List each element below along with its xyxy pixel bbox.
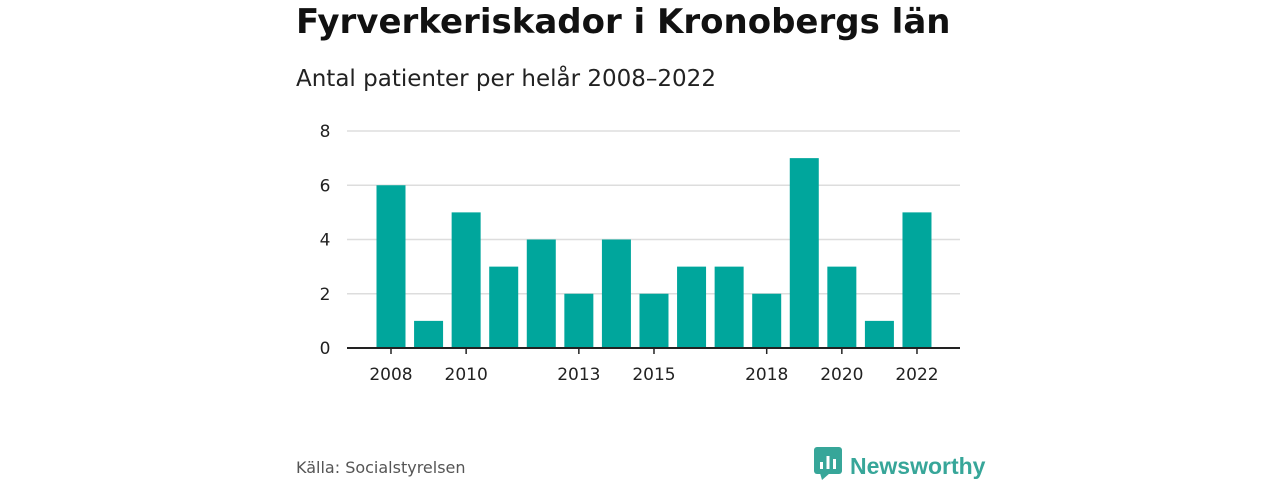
bar-2020 xyxy=(827,266,857,348)
source-note: Källa: Socialstyrelsen xyxy=(296,458,466,477)
chart-title: Fyrverkeriskador i Kronobergs län xyxy=(296,2,951,42)
y-tick-label: 6 xyxy=(320,176,331,196)
gridlines xyxy=(347,130,960,295)
bar-chart-speech-bubble-icon xyxy=(814,447,842,485)
x-tick-label: 2008 xyxy=(369,365,412,385)
bars xyxy=(376,158,932,348)
bar-2013 xyxy=(564,293,594,348)
bar-2015 xyxy=(639,293,669,348)
bar-2019 xyxy=(789,158,819,348)
y-tick-label: 8 xyxy=(320,122,331,142)
y-tick-label: 2 xyxy=(320,285,331,305)
x-tick-label: 2013 xyxy=(557,365,600,385)
brand-logo: Newsworthy xyxy=(814,447,985,485)
bar-2018 xyxy=(752,293,782,348)
bar-2010 xyxy=(451,212,481,348)
y-axis-ticks: 0 2 4 6 8 xyxy=(320,122,331,359)
y-tick-label: 0 xyxy=(320,339,331,359)
brand-name: Newsworthy xyxy=(850,452,986,479)
bar-2011 xyxy=(489,266,519,348)
bar-2017 xyxy=(714,266,744,348)
y-tick-label: 4 xyxy=(320,231,331,251)
x-tick-label: 2010 xyxy=(445,365,488,385)
x-axis-ticks: 2008 2010 2013 2015 2018 2020 2022 xyxy=(369,348,939,385)
bar-2008 xyxy=(376,185,406,348)
x-tick-label: 2018 xyxy=(745,365,788,385)
bar-2016 xyxy=(677,266,707,348)
bar-2009 xyxy=(414,320,444,348)
bar-2014 xyxy=(601,239,631,348)
chart-subtitle: Antal patienter per helår 2008–2022 xyxy=(296,66,716,92)
x-tick-label: 2022 xyxy=(895,365,938,385)
x-tick-label: 2020 xyxy=(820,365,863,385)
bar-2022 xyxy=(902,212,932,348)
bar-2021 xyxy=(864,320,894,348)
bar-2012 xyxy=(526,239,556,348)
x-tick-label: 2015 xyxy=(632,365,675,385)
